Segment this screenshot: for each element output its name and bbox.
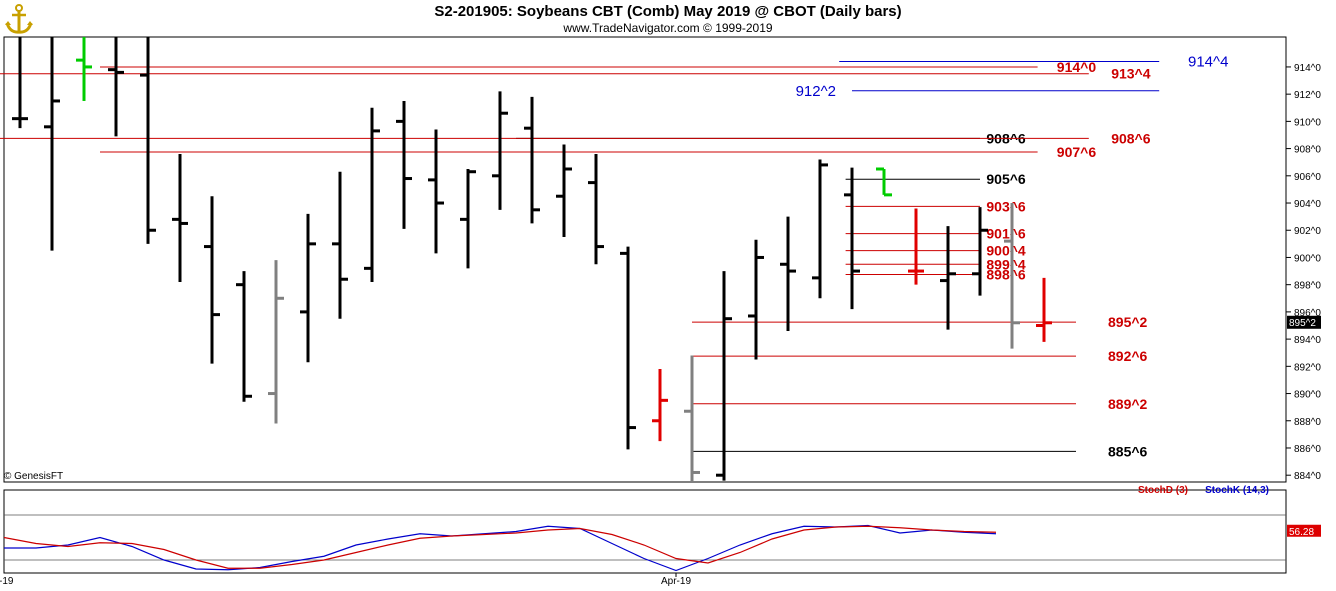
ohlc-bar (300, 213, 316, 363)
legend-stochd: StochD (3) (1138, 485, 1188, 496)
level-label: 885^6 (1108, 443, 1148, 459)
ohlc-bar (652, 369, 668, 442)
ohlc-bar (236, 271, 252, 402)
y-tick-label: 906^0 (1294, 172, 1321, 183)
y-tick-label: 914^0 (1294, 63, 1321, 74)
ohlc-bar (556, 144, 572, 238)
stoch-series-line (3, 525, 997, 569)
y-tick-label: 888^0 (1294, 417, 1321, 428)
ohlc-bar (172, 154, 188, 282)
chart-header: S2-201905: Soybeans CBT (Comb) May 2019 … (0, 0, 1336, 37)
ohlc-bar (524, 96, 540, 224)
level-label: 907^6 (1057, 144, 1097, 160)
ohlc-bar (396, 100, 412, 229)
ohlc-bar (108, 37, 124, 137)
level-label: 901^6 (986, 226, 1026, 242)
y-tick-label: 902^0 (1294, 226, 1321, 237)
ohlc-bar (364, 107, 380, 282)
ohlc-bar (492, 91, 508, 210)
ohlc-bar (332, 171, 348, 319)
y-tick-label: 890^0 (1294, 390, 1321, 401)
chart-subtitle: www.TradeNavigator.com © 1999-2019 (563, 21, 773, 35)
y-tick-label: 912^0 (1294, 90, 1321, 101)
y-tick-label: 894^0 (1294, 335, 1321, 346)
ohlc-bar (1036, 277, 1052, 342)
y-tick-label: 884^0 (1294, 471, 1321, 482)
level-label: 914^4 (1188, 53, 1228, 70)
ohlc-bar (812, 159, 828, 299)
ohlc-bar (716, 271, 732, 481)
y-tick-label: 900^0 (1294, 253, 1321, 264)
level-label: 889^2 (1108, 396, 1148, 412)
level-label: 892^6 (1108, 348, 1148, 364)
ohlc-bar (620, 246, 636, 450)
level-label: 899^4 (986, 256, 1026, 272)
ohlc-bar (44, 37, 60, 251)
ohlc-bar (12, 37, 28, 129)
level-label: 895^2 (1108, 314, 1148, 330)
ohlc-bar (204, 196, 220, 364)
ohlc-bar (588, 154, 604, 265)
ohlc-bar (940, 226, 956, 330)
level-label: 908^6 (1111, 130, 1151, 146)
y-tick-label: 910^0 (1294, 117, 1321, 128)
x-tick-label: Apr-19 (661, 576, 691, 587)
ohlc-bar (428, 129, 444, 254)
level-label: 913^4 (1111, 66, 1151, 82)
chart-title: S2-201905: Soybeans CBT (Comb) May 2019 … (434, 3, 902, 20)
stoch-last-label: 56.28 (1289, 527, 1314, 538)
ohlc-bar (268, 260, 284, 424)
level-label: 900^4 (986, 243, 1026, 259)
ohlc-bar (908, 208, 924, 285)
last-price-box (1287, 315, 1321, 329)
ohlc-bar (844, 167, 860, 310)
ohlc-bar (780, 216, 796, 331)
x-tick-label: Mar-19 (0, 576, 14, 587)
ohlc-bar (684, 355, 700, 482)
ohlc-bar (972, 207, 988, 296)
y-tick-label: 904^0 (1294, 199, 1321, 210)
anchor-logo-icon (5, 4, 33, 34)
stoch-last-box (1287, 524, 1321, 537)
y-tick-label: 892^0 (1294, 362, 1321, 373)
y-tick-label: 908^0 (1294, 145, 1321, 156)
y-tick-label: 898^0 (1294, 281, 1321, 292)
level-label: 898^6 (986, 266, 1026, 282)
ohlc-bar (460, 169, 476, 269)
ohlc-bar (876, 167, 892, 197)
price-plot-frame (3, 36, 1287, 483)
ohlc-bar (748, 239, 764, 360)
level-label: 905^6 (986, 171, 1026, 187)
y-tick-label: 896^0 (1294, 308, 1321, 319)
ohlc-bar (140, 37, 156, 244)
level-label: 914^0 (1057, 59, 1097, 75)
copyright-label: © GenesisFT (4, 471, 63, 482)
ohlc-bar (1004, 203, 1020, 349)
last-price-label: 895^2 (1289, 318, 1316, 329)
y-tick-label: 886^0 (1294, 444, 1321, 455)
level-label: 903^6 (986, 198, 1026, 214)
level-label: 912^2 (796, 83, 836, 100)
legend-stochk: StochK (14,3) (1205, 485, 1269, 496)
ohlc-bar (76, 37, 92, 101)
stoch-series-line (4, 524, 997, 572)
